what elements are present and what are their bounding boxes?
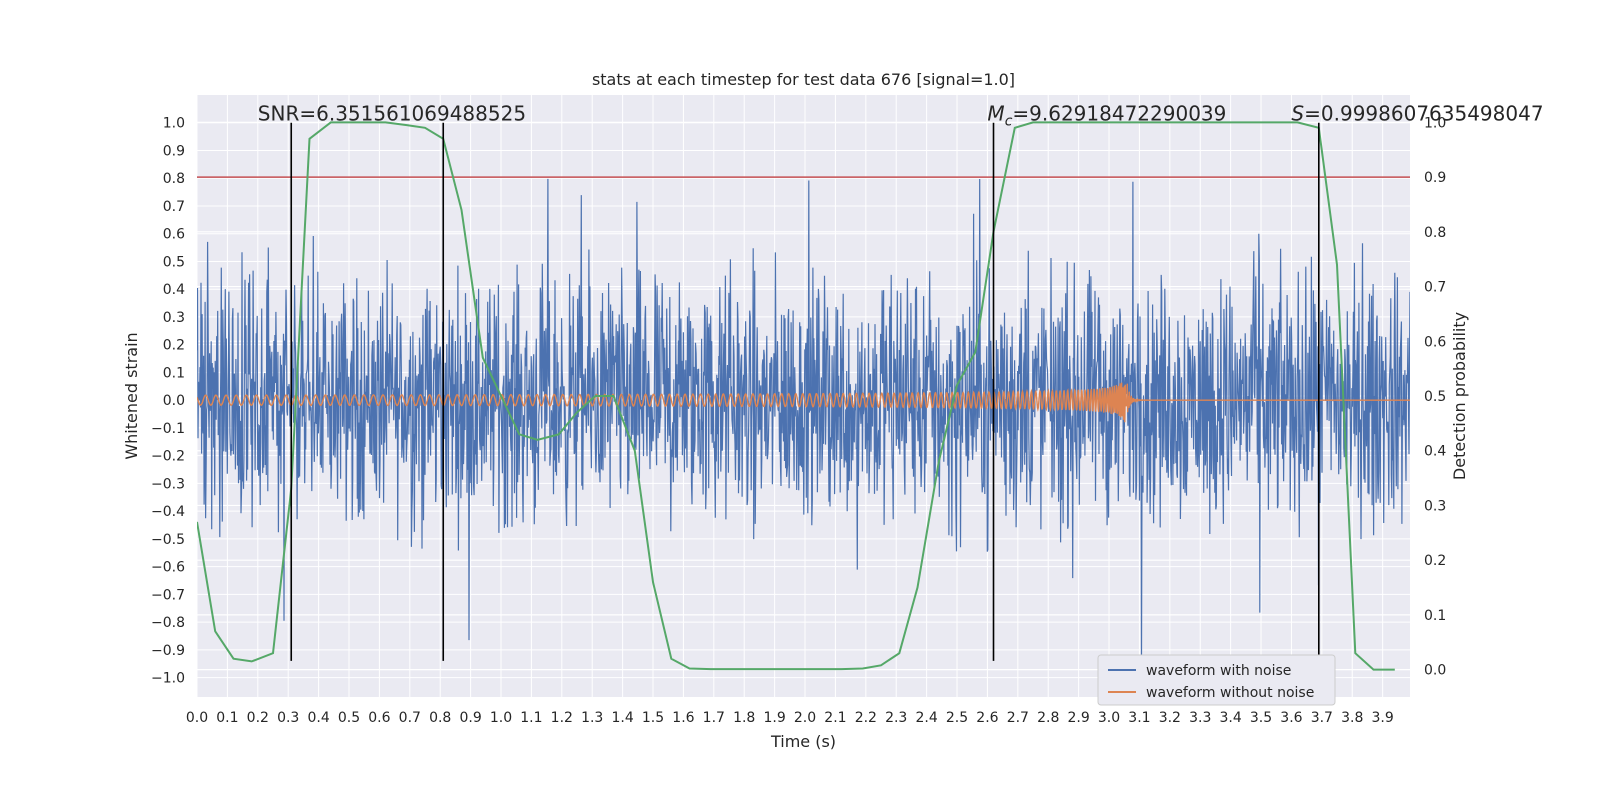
- x-tick-label: 0.8: [429, 710, 451, 726]
- series-detection-probability: [197, 121, 1395, 671]
- x-tick-label: 2.2: [855, 710, 877, 726]
- x-tick-label: 3.4: [1220, 710, 1242, 726]
- x-tick-label: 3.1: [1128, 710, 1150, 726]
- annotation: SNR=6.351561069488525: [258, 102, 526, 126]
- y-tick-label-right: 0.9: [1424, 170, 1446, 186]
- x-tick-label: 3.7: [1311, 710, 1333, 726]
- ticks: 0.0 0.1 0.2 0.3 0.4 0.5 0.6 0.7 0.8 0.9 1.0 1.1 1.2 1…: [151, 115, 1446, 726]
- x-tick-label: 3.0: [1098, 710, 1120, 726]
- y-tick-label-left: −0.8: [151, 615, 185, 631]
- x-tick-label: 2.7: [1007, 710, 1029, 726]
- x-tick-label: 2.9: [1067, 710, 1089, 726]
- x-tick-label: 2.4: [915, 710, 937, 726]
- x-tick-label: 0.3: [277, 710, 299, 726]
- chart-title: stats at each timestep for test data 676…: [592, 70, 1015, 89]
- x-tick-label: 0.1: [216, 710, 238, 726]
- x-tick-label: 1.5: [642, 710, 664, 726]
- y-tick-label-left: 0.4: [163, 282, 185, 298]
- y-tick-label-left: −0.3: [151, 476, 185, 492]
- y-axis-label-left: Whitened strain: [122, 332, 141, 459]
- y-tick-label-left: 0.2: [163, 338, 185, 354]
- x-tick-label: 0.2: [247, 710, 269, 726]
- x-tick-label: 1.6: [672, 710, 694, 726]
- vertical-markers: [290, 122, 1320, 661]
- annotation: S=0.9998607635498047: [1291, 102, 1543, 126]
- x-tick-label: 0.5: [338, 710, 360, 726]
- series-waveform-without-noise: [197, 382, 1410, 423]
- annotation-value: =9.62918472290039: [1012, 102, 1226, 126]
- y-tick-label-left: 0.1: [163, 365, 185, 381]
- x-tick-label: 0.6: [368, 710, 390, 726]
- y-tick-label-right: 0.6: [1424, 334, 1446, 350]
- x-tick-label: 3.3: [1189, 710, 1211, 726]
- y-tick-label-left: −0.5: [151, 532, 185, 548]
- series-layer: [197, 121, 1410, 671]
- x-tick-label: 1.8: [733, 710, 755, 726]
- x-tick-label: 3.6: [1280, 710, 1302, 726]
- y-tick-label-left: −0.1: [151, 421, 185, 437]
- x-tick-label: 0.4: [307, 710, 329, 726]
- x-tick-label: 2.1: [824, 710, 846, 726]
- y-tick-label-left: 0.9: [163, 143, 185, 159]
- x-tick-label: 2.3: [885, 710, 907, 726]
- x-tick-label: 1.9: [763, 710, 785, 726]
- annotation: Mc=9.62918472290039: [987, 102, 1226, 130]
- y-tick-label-right: 0.8: [1424, 225, 1446, 241]
- x-tick-label: 0.0: [186, 710, 208, 726]
- y-tick-label-left: 0.0: [163, 393, 185, 409]
- y-tick-label-right: 0.5: [1424, 389, 1446, 405]
- y-tick-label-left: −0.9: [151, 643, 185, 659]
- y-tick-label-right: 1.0: [1424, 115, 1446, 131]
- x-tick-label: 0.9: [459, 710, 481, 726]
- x-tick-label: 2.8: [1037, 710, 1059, 726]
- y-tick-label-left: 0.5: [163, 254, 185, 270]
- annotation-symbol: S: [1291, 102, 1304, 126]
- y-tick-label-right: 0.7: [1424, 280, 1446, 296]
- y-tick-label-left: 0.3: [163, 310, 185, 326]
- y-axis-label-right: Detection probability: [1450, 312, 1469, 480]
- annotation-value: =0.9998607635498047: [1304, 102, 1543, 126]
- x-tick-label: 1.7: [703, 710, 725, 726]
- y-tick-label-left: 1.0: [163, 116, 185, 132]
- y-tick-label-left: 0.8: [163, 171, 185, 187]
- legend-label: waveform without noise: [1146, 685, 1314, 701]
- x-tick-label: 2.6: [976, 710, 998, 726]
- annotation-symbol: M: [987, 102, 1004, 126]
- x-tick-label: 1.0: [490, 710, 512, 726]
- legend-box: [1097, 654, 1336, 706]
- y-tick-label-left: −1.0: [151, 671, 185, 687]
- annotations: SNR=6.351561069488525 Mc=9.62918472290039…: [258, 102, 1544, 130]
- x-tick-label: 0.7: [399, 710, 421, 726]
- y-tick-label-left: −0.7: [151, 587, 185, 603]
- annotation-subscript: c: [1005, 114, 1013, 130]
- x-tick-label: 1.2: [551, 710, 573, 726]
- series-waveform-with-noise: [197, 178, 1410, 659]
- x-tick-label: 3.8: [1341, 710, 1363, 726]
- legend: waveform with noise waveform without nois…: [1097, 654, 1336, 706]
- y-tick-label-right: 0.1: [1424, 608, 1446, 624]
- y-tick-label-left: 0.7: [163, 199, 185, 215]
- y-tick-label-right: 0.3: [1424, 498, 1446, 514]
- x-tick-label: 2.0: [794, 710, 816, 726]
- y-tick-label-left: −0.4: [151, 504, 185, 520]
- y-tick-label-left: −0.6: [151, 560, 185, 576]
- x-tick-label: 1.4: [611, 710, 633, 726]
- y-tick-label-right: 0.0: [1424, 663, 1446, 679]
- x-axis-label: Time (s): [770, 732, 836, 751]
- x-tick-label: 1.3: [581, 710, 603, 726]
- y-tick-label-left: −0.2: [151, 449, 185, 465]
- x-tick-label: 1.1: [520, 710, 542, 726]
- y-tick-label-right: 0.2: [1424, 553, 1446, 569]
- x-tick-label: 3.2: [1159, 710, 1181, 726]
- legend-label: waveform with noise: [1146, 663, 1291, 679]
- y-tick-label-left: 0.6: [163, 227, 185, 243]
- y-tick-label-right: 0.4: [1424, 444, 1446, 460]
- x-tick-label: 3.9: [1372, 710, 1394, 726]
- x-tick-label: 3.5: [1250, 710, 1272, 726]
- x-tick-label: 2.5: [946, 710, 968, 726]
